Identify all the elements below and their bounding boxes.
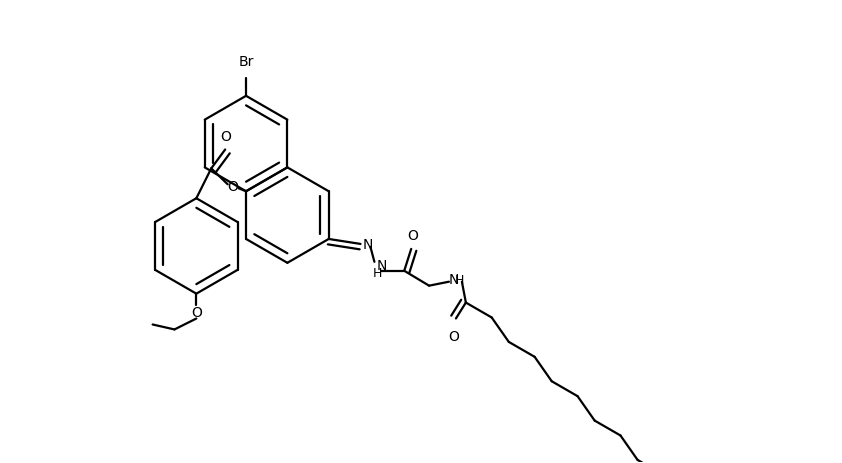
Text: Br: Br [238, 55, 253, 69]
Text: O: O [221, 129, 232, 143]
Text: H: H [372, 267, 381, 280]
Text: N: N [376, 258, 386, 272]
Text: H: H [455, 274, 464, 287]
Text: N: N [449, 272, 460, 286]
Text: O: O [449, 330, 460, 344]
Text: O: O [191, 305, 202, 319]
Text: O: O [407, 228, 418, 243]
Text: N: N [362, 238, 373, 251]
Text: O: O [227, 180, 238, 194]
